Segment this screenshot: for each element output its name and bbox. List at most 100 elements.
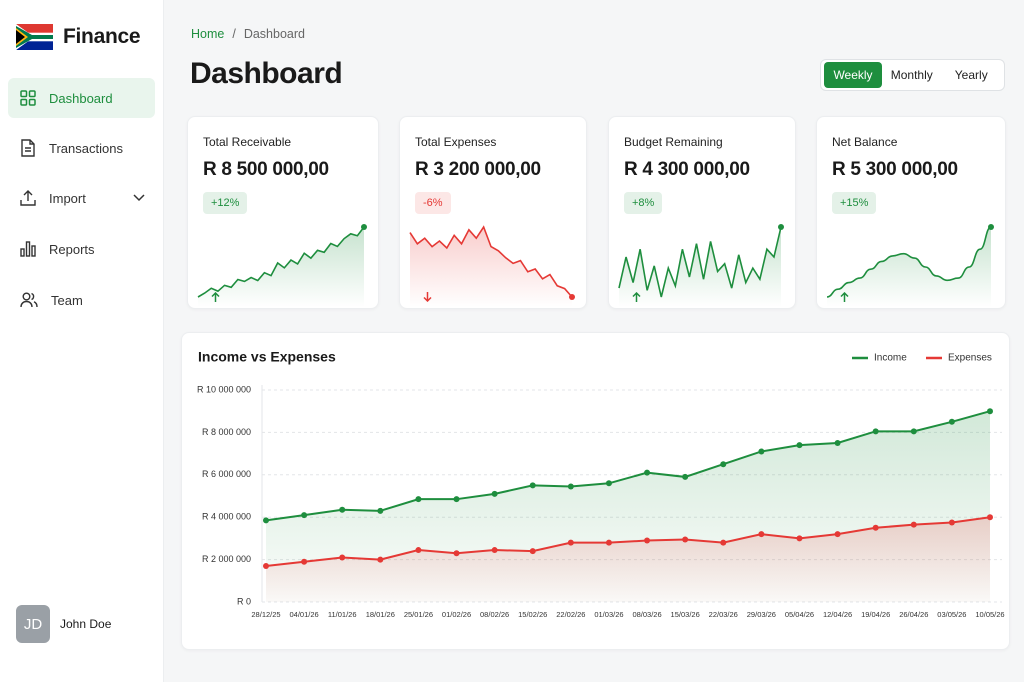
period-toggle: Weekly Monthly Yearly (820, 59, 1005, 91)
sparkline-area (827, 227, 991, 307)
sparkline-area (410, 227, 572, 307)
icon (20, 190, 36, 206)
card-value: R 3 200 000,00 (415, 159, 541, 180)
data-point (644, 469, 651, 476)
card-value: R 5 300 000,00 (832, 159, 958, 180)
period-button[interactable]: Yearly (954, 68, 988, 82)
data-point (910, 428, 917, 435)
brand-name: Finance (63, 25, 141, 48)
data-point (796, 535, 803, 542)
change-badge: +15% (832, 192, 877, 302)
legend-label: Income (874, 353, 907, 364)
breadcrumb-link[interactable]: Home (191, 27, 225, 41)
x-tick-label: 26/04/26 (899, 610, 928, 619)
x-tick-label: 03/05/26 (937, 610, 966, 619)
data-point (605, 480, 612, 487)
data-point (987, 514, 993, 521)
change-text: -6% (423, 197, 443, 209)
x-tick-label: 28/12/25 (251, 610, 280, 619)
change-badge: -6% (415, 192, 451, 302)
sparkline-line (826, 226, 992, 298)
sparkline-area (198, 227, 364, 307)
change-text: +12% (211, 197, 240, 209)
card-title: Net Balance (832, 135, 898, 149)
data-point (339, 554, 346, 561)
data-point (872, 428, 879, 435)
data-point (263, 517, 269, 524)
x-tick-label: 05/04/26 (785, 610, 814, 619)
kpi-card: Total Receivable R 8 500 000,00 +12% (187, 116, 379, 309)
data-point (567, 483, 574, 490)
series-line (265, 516, 991, 567)
data-point (377, 507, 384, 514)
chevron-icon[interactable] (133, 194, 145, 202)
nav-item[interactable]: Reports (8, 229, 155, 269)
data-point (987, 408, 993, 415)
data-point (301, 512, 308, 519)
change-badge: +12% (203, 192, 248, 302)
sidebar: Finance Dashboard Transactions Import Re… (0, 0, 164, 682)
legend-label: Expenses (948, 353, 992, 364)
brand[interactable]: Finance (16, 24, 141, 50)
nav-item[interactable]: Dashboard (8, 78, 155, 118)
sparkline-end-dot (361, 224, 367, 230)
x-tick-label: 10/05/26 (975, 610, 1004, 619)
data-point (529, 482, 536, 489)
icon (20, 292, 38, 308)
data-point (682, 536, 689, 543)
data-point (682, 473, 689, 480)
x-tick-label: 01/02/26 (442, 610, 471, 619)
y-tick-label: R 10 000 000 (197, 384, 251, 394)
change-badge: +8% (624, 192, 663, 302)
sparkline-line (409, 225, 573, 298)
sparkline (618, 224, 784, 307)
data-point (605, 539, 612, 546)
data-point (834, 440, 841, 446)
sparkline-end-dot (569, 294, 575, 300)
period-button[interactable]: Monthly (890, 68, 933, 82)
x-tick-label: 12/04/26 (823, 610, 852, 619)
sparkline (826, 224, 994, 307)
data-point (720, 461, 727, 468)
data-point (758, 531, 765, 538)
x-tick-label: 15/02/26 (518, 610, 547, 619)
y-tick-label: R 6 000 000 (202, 469, 251, 479)
x-tick-label: 29/03/26 (747, 610, 776, 619)
nav-item[interactable]: Transactions (8, 128, 155, 168)
x-tick-label: 04/01/26 (290, 610, 319, 619)
data-point (453, 496, 460, 503)
series-area (266, 517, 990, 602)
kpi-card: Net Balance R 5 300 000,00 +15% (816, 116, 1006, 309)
x-tick-label: 25/01/26 (404, 610, 433, 619)
nav-label: Import (49, 190, 86, 206)
x-tick-label: 15/03/26 (671, 610, 700, 619)
data-point (834, 531, 841, 538)
breadcrumb-current: Dashboard (243, 27, 305, 41)
sparkline-end-dot (778, 224, 784, 230)
user-name: John Doe (60, 617, 112, 631)
nav-label: Dashboard (49, 90, 113, 106)
chart: Income vs Expenses Income Expenses R 0 R 2 0… (197, 349, 1005, 619)
nav-item[interactable]: Team (8, 280, 155, 320)
data-point (644, 537, 651, 544)
y-tick-label: R 2 000 000 (202, 554, 251, 564)
data-point (491, 547, 498, 554)
chart-title: Income vs Expenses (198, 349, 336, 365)
user[interactable]: JD John Doe (16, 605, 111, 643)
data-point (872, 524, 879, 531)
x-tick-label: 22/03/26 (709, 610, 738, 619)
y-tick-label: R 8 000 000 (202, 427, 251, 437)
breadcrumb-separator: / (232, 27, 236, 41)
x-tick-label: 22/02/26 (556, 610, 585, 619)
icon (20, 90, 36, 106)
breadcrumb: Home / Dashboard (191, 27, 305, 41)
nav-item[interactable]: Import (8, 178, 155, 218)
data-point (910, 521, 917, 528)
data-point (339, 506, 346, 513)
period-button[interactable]: Weekly (824, 62, 882, 88)
x-tick-label: 01/03/26 (594, 610, 623, 619)
card-value: R 4 300 000,00 (624, 159, 750, 180)
data-point (720, 539, 727, 546)
